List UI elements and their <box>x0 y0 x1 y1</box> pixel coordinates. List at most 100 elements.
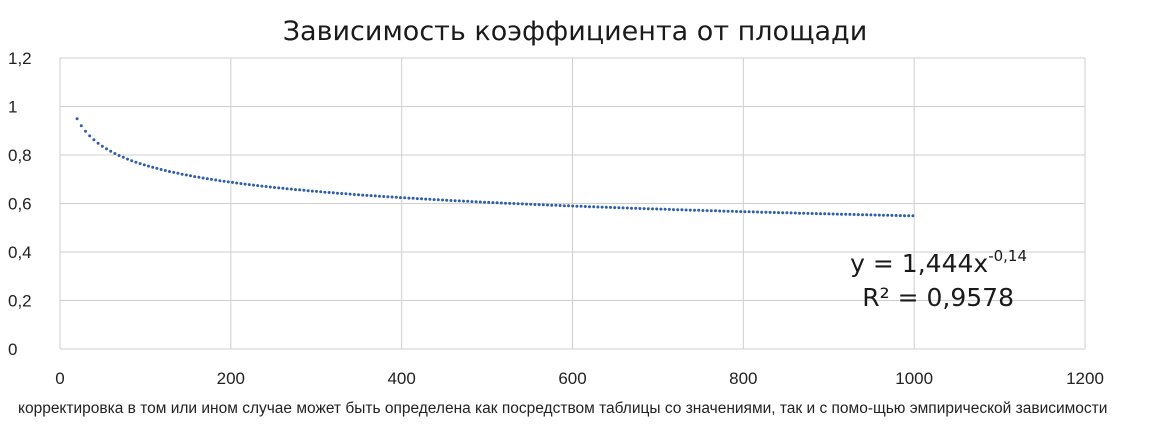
trendline-dot <box>138 162 142 166</box>
trendline-dot <box>117 154 121 157</box>
trendline-dot <box>726 209 730 213</box>
trendline-dot <box>441 198 444 202</box>
trendline-dot <box>340 192 344 195</box>
trendline-dot <box>235 181 239 185</box>
trendline-dot <box>646 207 650 211</box>
trendline-dot <box>777 211 780 215</box>
trendline-dot <box>277 186 281 190</box>
data-series <box>75 117 915 218</box>
caption-text: корректировка в том или ином случае може… <box>18 400 1108 417</box>
trendline-dot <box>781 211 785 215</box>
trendline-dot <box>243 182 247 186</box>
trendline-dot <box>491 201 495 205</box>
trendline-dot <box>663 207 667 211</box>
trendline-dot <box>793 211 797 215</box>
trendline-dot <box>718 209 722 213</box>
trendline-dot <box>798 211 801 215</box>
trendline-dot <box>701 209 705 212</box>
trendline-dot <box>558 204 562 207</box>
trendline-dot <box>184 173 188 177</box>
trendline-dot <box>722 209 726 213</box>
grid <box>59 57 1086 350</box>
trendline-dot <box>285 187 289 191</box>
trendline-dot <box>84 129 87 133</box>
trendline-dot <box>151 165 155 169</box>
trendline-dot <box>512 202 516 205</box>
trendline-dot <box>365 193 369 197</box>
trendline-dot <box>579 204 583 208</box>
trendline-dot <box>487 200 491 204</box>
trendline-dot <box>865 213 869 217</box>
trendline-dot <box>789 211 793 215</box>
trendline-dot <box>840 212 843 216</box>
trendline-dot <box>911 214 915 218</box>
trendline-dot <box>298 188 302 192</box>
trendline-dot <box>268 185 272 189</box>
trendline-dot <box>625 206 629 210</box>
trendline-dot <box>819 212 822 216</box>
trendline-dot <box>163 169 167 172</box>
trendline-dot <box>361 193 365 197</box>
trendline-dot <box>768 210 772 214</box>
trendline-dot <box>386 195 390 199</box>
trendline-dot <box>613 206 617 210</box>
trendline-dot <box>676 208 680 212</box>
trendline-dot <box>659 207 663 211</box>
trendline-dot <box>201 176 205 180</box>
trendline-dot <box>583 205 587 208</box>
x-tick-label: 400 <box>387 369 415 388</box>
trendline-dot <box>252 183 255 187</box>
trendline-dot <box>499 201 503 205</box>
trendline-dot <box>756 210 759 214</box>
trendline-dot <box>575 204 579 208</box>
equation-exponent: -0,14 <box>988 247 1027 265</box>
trendline-dot <box>432 198 436 202</box>
trendline-dot <box>806 211 810 215</box>
trendline-dot <box>126 157 129 161</box>
trendline-dot <box>504 201 507 205</box>
trendline-dot <box>302 188 306 192</box>
trendline-dot <box>537 203 541 207</box>
trendline-dot <box>735 210 738 213</box>
trendline-dot <box>403 196 407 200</box>
trendline-dot <box>142 163 146 167</box>
trendline-dot <box>844 212 848 216</box>
trendline-dot <box>877 213 881 217</box>
trendline-dot <box>478 200 482 204</box>
trendline-dot <box>856 213 860 217</box>
trendline-dot <box>231 180 234 184</box>
trendline-dot <box>827 212 831 216</box>
trendline-dot <box>331 191 335 195</box>
trendline-dot <box>869 213 873 217</box>
trendline-dot <box>424 197 428 201</box>
trendline-dot <box>554 203 558 207</box>
trendline-dot <box>630 206 633 210</box>
trendline-dot <box>176 171 180 175</box>
chart-title: Зависимость коэффициента от площади <box>283 16 868 47</box>
trendline-dot <box>508 201 512 205</box>
trendline-dot <box>239 182 243 186</box>
trendline-dot <box>378 194 381 198</box>
y-tick-label: 0,6 <box>8 195 32 214</box>
trendline-dot <box>785 211 789 215</box>
x-tick-label: 600 <box>558 369 586 388</box>
x-tick-label: 200 <box>217 369 245 388</box>
trendline-dot <box>697 208 701 212</box>
trendline-dot <box>189 174 192 178</box>
trendline-dot <box>373 194 377 198</box>
trendline-dot <box>903 214 906 218</box>
trendline-dot <box>323 190 327 194</box>
trendline-dot <box>344 192 348 196</box>
trendline-dot <box>861 213 864 217</box>
trendline-dot <box>638 207 642 210</box>
trendline-dot <box>449 199 453 202</box>
trendline-dot <box>147 164 150 168</box>
trendline-dot <box>835 212 839 216</box>
trendline-dot <box>462 199 465 203</box>
trendline-dot <box>357 193 360 197</box>
trendline-dot <box>823 212 827 216</box>
trendline-dot <box>134 160 138 164</box>
trendline-dot <box>571 204 575 208</box>
r-squared-label: R² = 0,9578 <box>862 283 1014 312</box>
trendline-dot <box>168 170 171 173</box>
